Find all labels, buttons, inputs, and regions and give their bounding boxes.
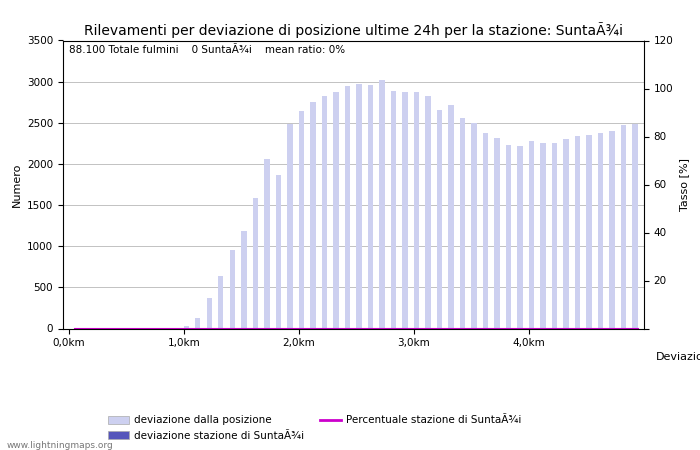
Bar: [368, 85, 373, 328]
Bar: [460, 118, 465, 328]
Bar: [506, 145, 511, 328]
Y-axis label: Tasso [%]: Tasso [%]: [679, 158, 689, 211]
Bar: [356, 84, 362, 328]
Bar: [184, 326, 189, 328]
Bar: [287, 124, 293, 328]
Bar: [402, 92, 407, 328]
Bar: [517, 146, 523, 328]
Bar: [276, 176, 281, 328]
Bar: [621, 125, 626, 328]
Bar: [379, 80, 384, 328]
Bar: [322, 96, 327, 328]
Bar: [206, 298, 212, 328]
Bar: [345, 86, 350, 328]
Bar: [437, 110, 442, 328]
Bar: [218, 276, 223, 328]
Bar: [426, 96, 430, 328]
Bar: [598, 133, 603, 328]
Bar: [333, 92, 339, 328]
Bar: [540, 143, 545, 328]
Bar: [610, 131, 615, 328]
Bar: [529, 141, 534, 328]
Bar: [253, 198, 258, 328]
Text: 88.100 Totale fulmini    0 SuntaÃ¾i    mean ratio: 0%: 88.100 Totale fulmini 0 SuntaÃ¾i mean ra…: [69, 45, 345, 55]
Text: www.lightningmaps.org: www.lightningmaps.org: [7, 441, 113, 450]
Bar: [310, 102, 316, 328]
Bar: [230, 250, 235, 328]
Y-axis label: Numero: Numero: [11, 162, 22, 207]
Bar: [575, 136, 580, 328]
Bar: [564, 139, 568, 328]
Bar: [391, 91, 396, 328]
Bar: [587, 135, 592, 328]
Bar: [241, 231, 246, 328]
Bar: [494, 139, 500, 328]
Title: Rilevamenti per deviazione di posizione ultime 24h per la stazione: SuntaÃ¾i: Rilevamenti per deviazione di posizione …: [84, 22, 623, 38]
Bar: [633, 124, 638, 328]
Bar: [471, 123, 477, 328]
Bar: [299, 111, 304, 328]
Legend: deviazione dalla posizione, deviazione stazione di SuntaÃ¾i, Percentuale stazion: deviazione dalla posizione, deviazione s…: [104, 411, 526, 445]
Text: Deviazioni: Deviazioni: [656, 351, 700, 361]
Bar: [483, 134, 488, 328]
Bar: [265, 159, 270, 328]
Bar: [449, 105, 454, 328]
Bar: [552, 143, 557, 328]
Bar: [414, 92, 419, 328]
Bar: [195, 318, 200, 328]
